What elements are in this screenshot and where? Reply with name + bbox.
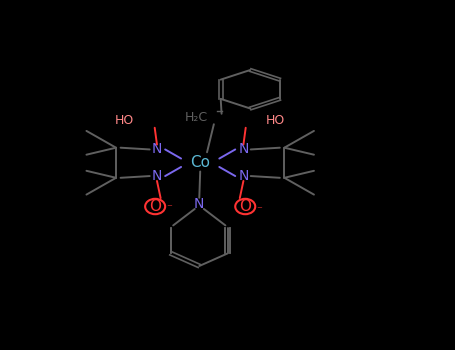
Text: Co: Co [190,155,210,170]
Text: N: N [238,169,248,183]
Text: HO: HO [115,114,134,127]
Text: O: O [239,199,251,214]
Text: N: N [152,169,162,183]
Text: N: N [152,142,162,156]
Text: HO: HO [266,114,285,127]
Text: H₂C: H₂C [185,111,208,124]
Text: ⁻: ⁻ [256,205,262,215]
Text: O: O [149,199,161,214]
Text: N: N [238,142,248,156]
Text: N: N [194,197,204,211]
Text: ⁻: ⁻ [166,204,172,214]
